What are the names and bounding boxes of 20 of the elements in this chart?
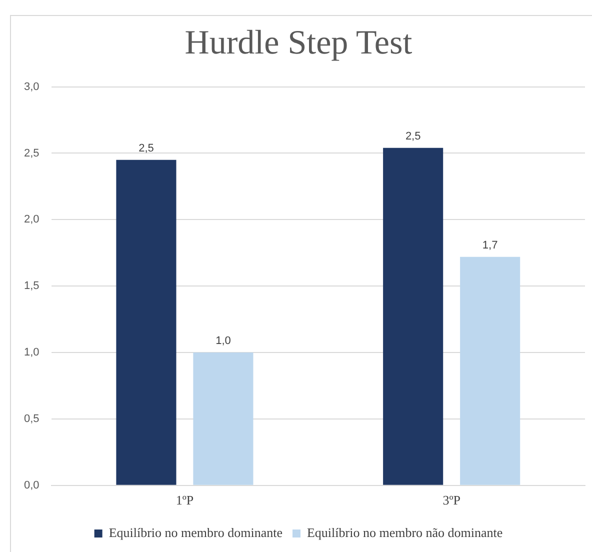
y-tick-label: 2,5 <box>24 147 40 160</box>
data-label: 1,7 <box>482 239 498 252</box>
data-label: 1,0 <box>216 335 231 348</box>
y-tick-label: 2,0 <box>24 214 40 226</box>
x-tick-label: 3ºP <box>442 492 460 508</box>
bar <box>116 160 176 485</box>
y-tick-label: 1,0 <box>24 346 40 359</box>
legend-label: Equilíbrio no membro dominante <box>108 524 283 540</box>
chart-title: Hurdle Step Test <box>184 24 413 62</box>
x-tick-label: 1ºP <box>176 492 194 508</box>
bar <box>383 148 444 485</box>
legend-label: Equilíbrio no membro não dominante <box>306 524 503 540</box>
y-tick-label: 0,0 <box>24 479 40 492</box>
y-tick-label: 3,0 <box>24 80 40 93</box>
bar <box>193 352 254 485</box>
bar <box>460 256 520 485</box>
y-tick-label: 1,5 <box>24 280 40 292</box>
y-tick-label: 0,5 <box>24 413 40 425</box>
data-label: 2,5 <box>138 142 154 154</box>
data-label: 2,5 <box>405 130 421 142</box>
